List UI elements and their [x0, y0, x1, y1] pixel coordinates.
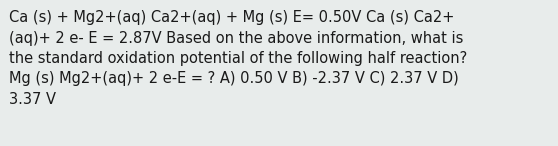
Text: Ca (s) + Mg2+(aq) Ca2+(aq) + Mg (s) E= 0.50V Ca (s) Ca2+
(aq)+ 2 e- E = 2.87V Ba: Ca (s) + Mg2+(aq) Ca2+(aq) + Mg (s) E= 0… [9, 10, 467, 107]
